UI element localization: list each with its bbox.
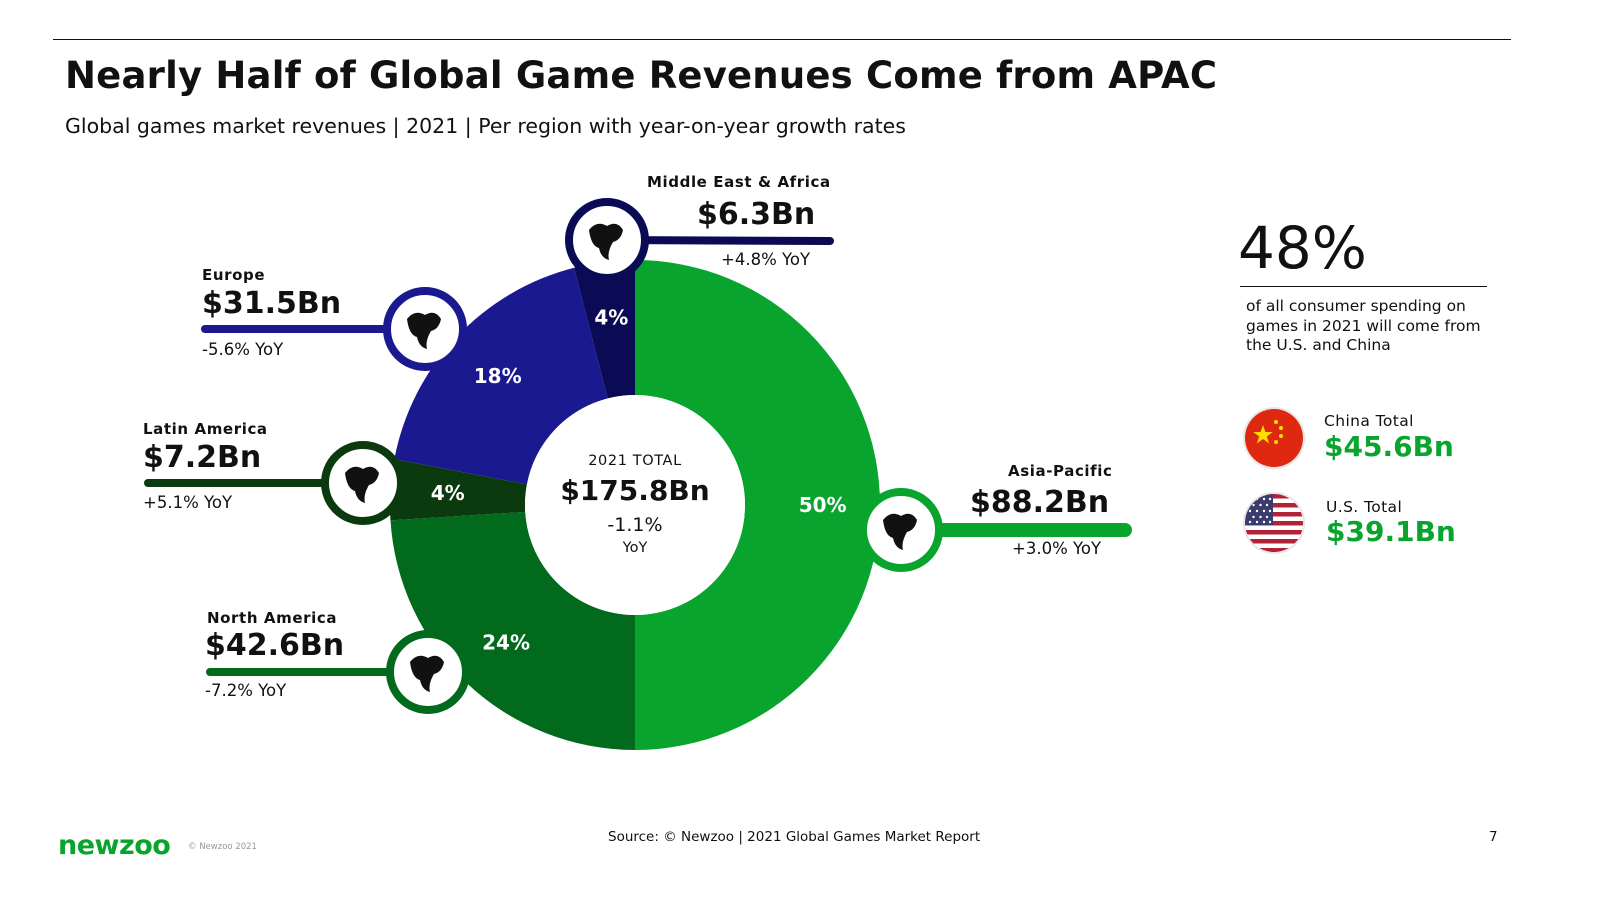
region-value-europe: $31.5Bn [202, 286, 342, 321]
china-total-value: $45.6Bn [1324, 430, 1454, 463]
highlight-divider [1240, 286, 1487, 287]
source-note: Source: © Newzoo | 2021 Global Games Mar… [608, 829, 981, 845]
us-flag-icon [1245, 494, 1303, 552]
percent-label-asia-pacific: 50% [799, 493, 847, 517]
donut-slice-north-america [390, 511, 635, 750]
middle-east-africa-map-icon [565, 198, 649, 282]
donut-total-label: 2021 TOTAL [588, 453, 682, 469]
europe-map-icon [383, 287, 467, 371]
donut-slice-asia-pacific [635, 260, 880, 750]
region-value-asia-pacific: $88.2Bn [970, 485, 1110, 520]
china-total-label: China Total [1324, 412, 1414, 430]
copyright-note: © Newzoo 2021 [188, 842, 257, 852]
highlight-percent: 48% [1238, 214, 1367, 282]
region-value-latin-america: $7.2Bn [143, 440, 262, 475]
donut-total-yoy-unit: YoY [622, 540, 648, 556]
top-rule [53, 39, 1511, 40]
region-yoy-asia-pacific: +3.0% YoY [1012, 539, 1102, 558]
us-total-value: $39.1Bn [1326, 515, 1456, 548]
donut-hole [525, 395, 745, 615]
region-yoy-middle-east-africa: +4.8% YoY [721, 250, 811, 269]
region-yoy-north-america: -7.2% YoY [205, 681, 287, 700]
donut-slice-latin-america [390, 459, 527, 521]
donut-slice-middle-east-africa [574, 260, 635, 399]
us-total-label: U.S. Total [1326, 498, 1403, 516]
percent-label-europe: 18% [474, 364, 522, 388]
percent-label-middle-east-africa: 4% [594, 305, 628, 329]
region-yoy-latin-america: +5.1% YoY [143, 493, 233, 512]
page-subtitle: Global games market revenues | 2021 | Pe… [65, 114, 906, 138]
region-yoy-europe: -5.6% YoY [202, 340, 284, 359]
region-name-north-america: North America [207, 609, 338, 627]
region-name-asia-pacific: Asia-Pacific [1008, 462, 1113, 480]
donut-total-yoy: -1.1% [607, 514, 663, 536]
china-flag-icon [1245, 409, 1303, 467]
south-america-map-icon [321, 441, 405, 525]
page-number: 7 [1489, 829, 1498, 845]
donut-slice-europe [394, 267, 608, 485]
north-america-map-icon [386, 630, 470, 714]
highlight-description: of all consumer spending on games in 202… [1246, 297, 1481, 354]
region-name-europe: Europe [202, 266, 266, 284]
page-title: Nearly Half of Global Game Revenues Come… [65, 54, 1218, 97]
donut-total-value: $175.8Bn [560, 474, 710, 507]
region-value-north-america: $42.6Bn [205, 628, 345, 663]
region-name-latin-america: Latin America [143, 420, 268, 438]
region-name-middle-east-africa: Middle East & Africa [647, 173, 831, 191]
percent-label-latin-america: 4% [431, 481, 465, 505]
asia-pacific-map-icon [859, 488, 943, 572]
region-value-middle-east-africa: $6.3Bn [697, 197, 816, 232]
percent-label-north-america: 24% [482, 630, 530, 654]
newzoo-logo: newzoo [58, 830, 171, 861]
